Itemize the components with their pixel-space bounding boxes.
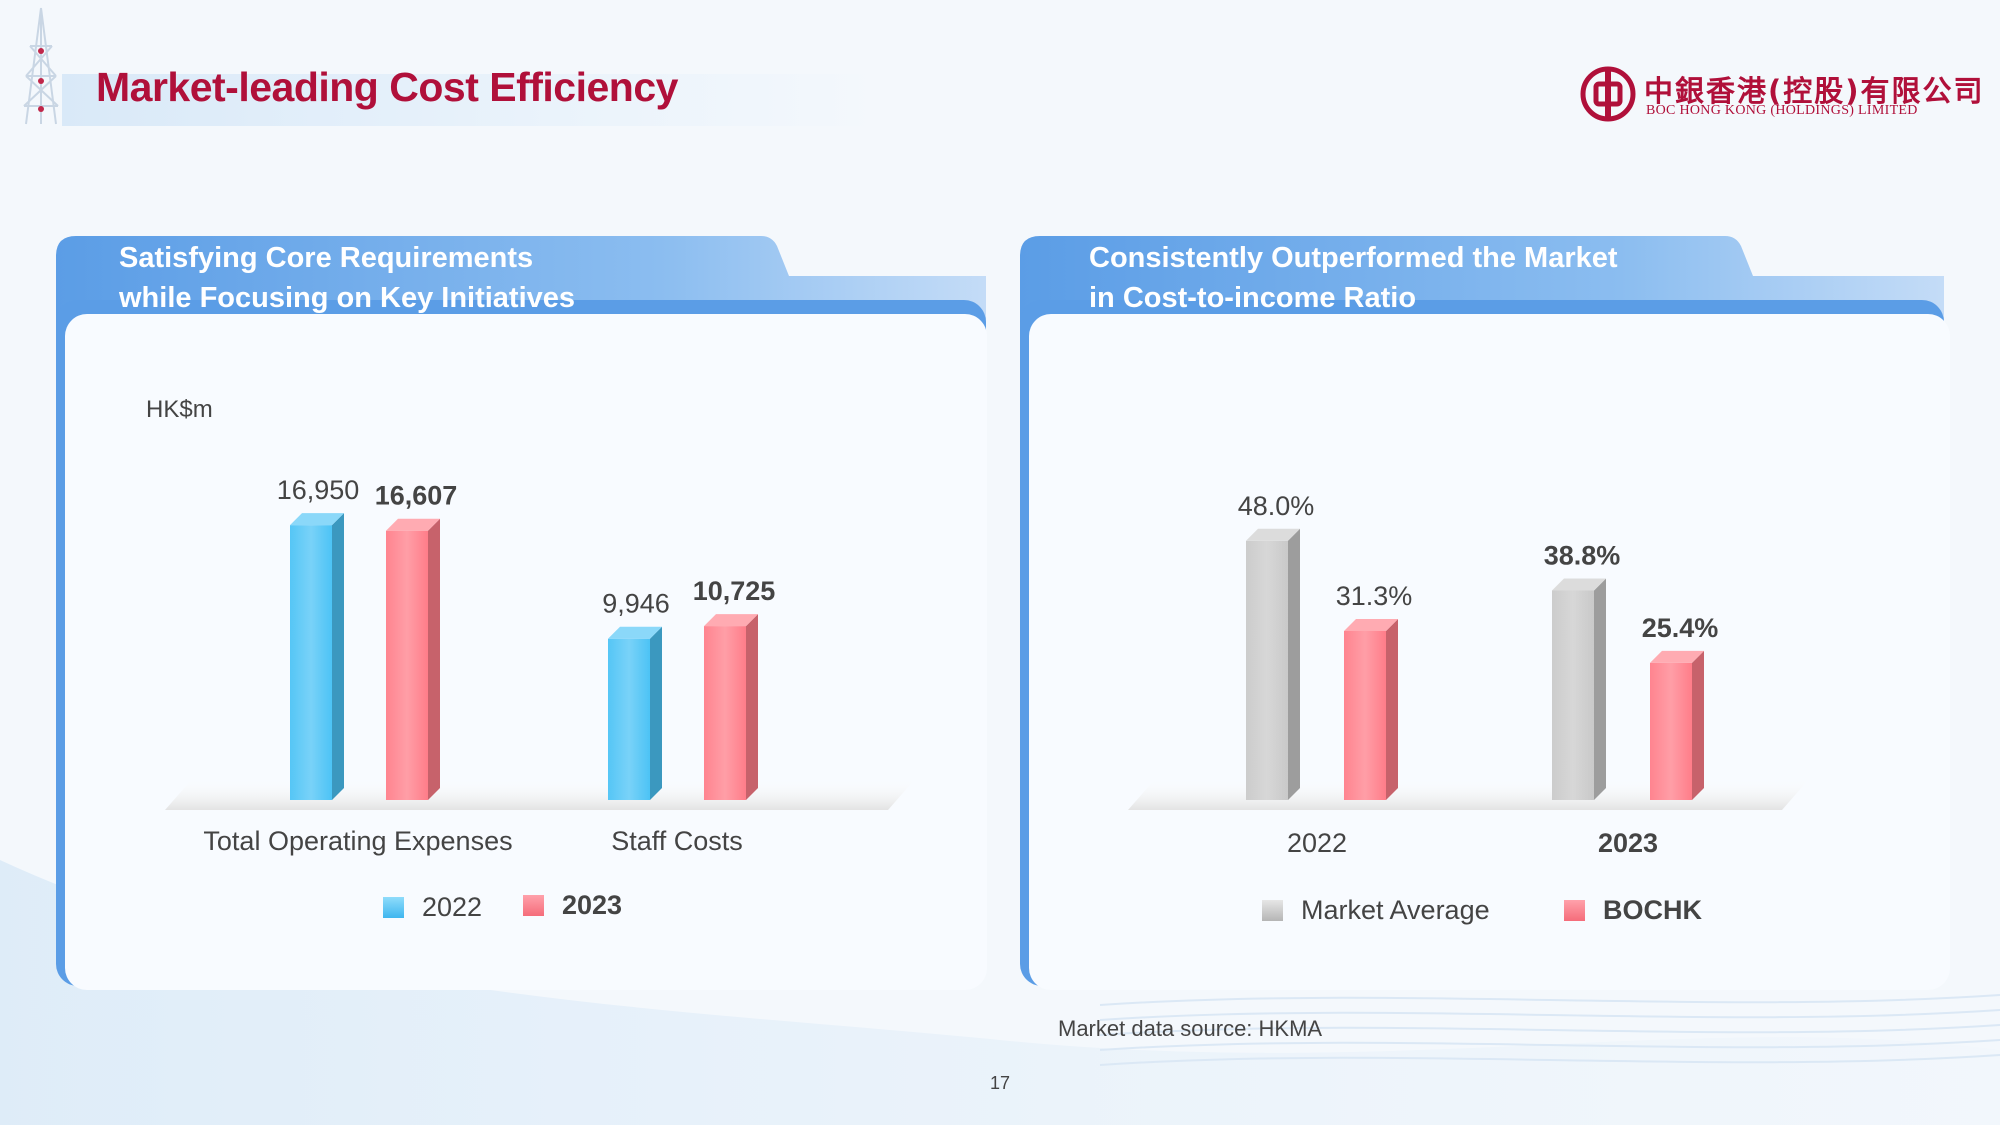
right-panel-title-line2: in Cost-to-income Ratio [1089, 282, 1417, 314]
legend-item-bochk: BOCHK [1564, 895, 1702, 926]
page-title: Market-leading Cost Efficiency [96, 64, 678, 110]
bar-2022-total-operating-expenses [290, 513, 344, 800]
legend-label-bochk: BOCHK [1603, 895, 1702, 925]
bar-bochk-2022 [1344, 618, 1398, 800]
legend-swatch-2022 [383, 897, 404, 918]
value-label-2023-total-operating-expenses: 16,607 [375, 481, 458, 511]
right-panel [1029, 314, 1950, 990]
legend-swatch-2023 [523, 895, 544, 916]
bar-2023-total-operating-expenses [386, 518, 440, 800]
legend-swatch-market-average [1262, 900, 1283, 921]
category-label-2023: 2023 [1597, 828, 1659, 858]
value-label-2022-staff-costs: 9,946 [602, 589, 670, 619]
legend-item-2022: 2022 [383, 892, 482, 923]
category-label-2022: 2022 [1286, 828, 1348, 858]
legend-label-market-average: Market Average [1301, 895, 1490, 925]
left-panel-title-line1: Satisfying Core Requirements [119, 242, 534, 274]
legend-label-2022: 2022 [422, 892, 483, 922]
value-label-2023-staff-costs: 10,725 [693, 576, 776, 606]
value-label-bochk-2022: 31.3% [1336, 581, 1413, 611]
left-panel-title-line2: while Focusing on Key Initiatives [119, 282, 576, 314]
category-label-total-operating-expenses: Total Operating Expenses [203, 826, 513, 856]
bar-market-average-2022 [1246, 528, 1300, 800]
page-number: 17 [990, 1073, 1011, 1093]
value-label-market-average-2023: 38.8% [1544, 540, 1621, 570]
right-panel-title-line1: Consistently Outperformed the Market [1089, 242, 1618, 274]
bar-market-average-2023 [1552, 578, 1606, 800]
value-label-bochk-2023: 25.4% [1642, 613, 1719, 643]
legend-swatch-bochk [1564, 900, 1585, 921]
bar-2022-staff-costs [608, 626, 662, 800]
boc-logo-icon [1580, 66, 1636, 122]
category-label-staff-costs: Staff Costs [611, 826, 743, 856]
value-label-market-average-2022: 48.0% [1238, 491, 1315, 521]
data-source-note: Market data source: HKMA [1058, 1016, 1323, 1041]
bar-2023-staff-costs [704, 614, 758, 800]
tower-icon [23, 7, 59, 125]
left-panel [65, 314, 987, 990]
company-name-english: BOC HONG KONG (HOLDINGS) LIMITED [1646, 103, 1918, 118]
chart-floor [1128, 778, 1810, 810]
legend-item-market-average: Market Average [1262, 895, 1490, 926]
legend-item-2023: 2023 [523, 890, 622, 921]
company-name-chinese: 中銀香港(控股)有限公司 [1644, 74, 1985, 108]
unit-label: HK$m [146, 396, 213, 423]
bar-bochk-2023 [1650, 650, 1704, 800]
title-bar [62, 74, 882, 126]
value-label-2022-total-operating-expenses: 16,950 [277, 475, 360, 505]
legend-label-2023: 2023 [562, 890, 623, 920]
